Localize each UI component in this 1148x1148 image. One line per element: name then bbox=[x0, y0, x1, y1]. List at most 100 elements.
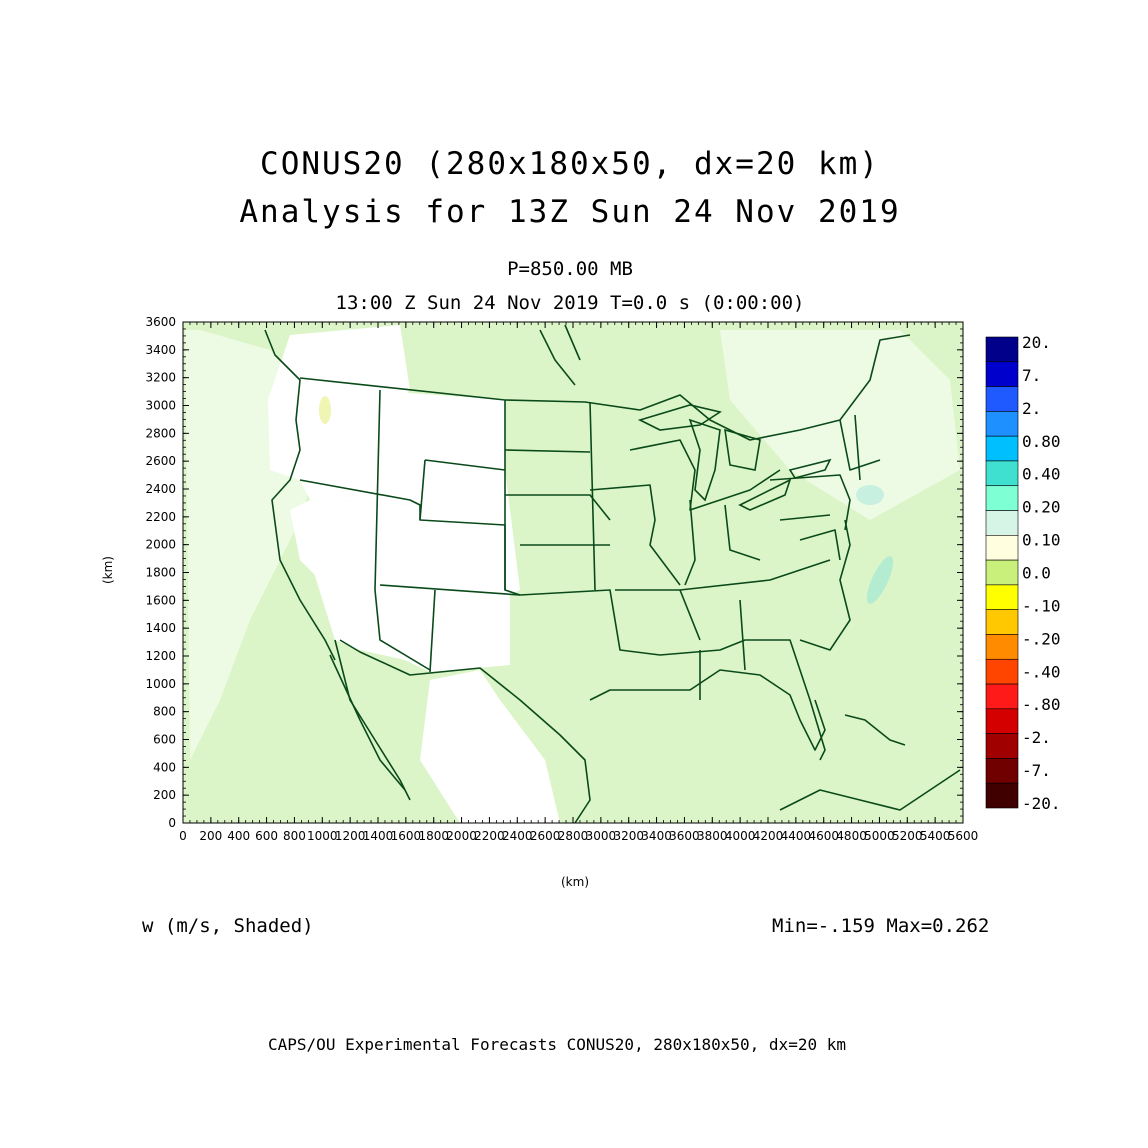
state-boundary bbox=[379, 584, 521, 596]
x-tick-label: 1600 bbox=[391, 829, 422, 843]
x-tick-label: 3600 bbox=[669, 829, 700, 843]
state-boundary bbox=[684, 499, 696, 586]
x-axis-label: (km) bbox=[561, 875, 590, 889]
colorbar-label: -7. bbox=[1022, 761, 1051, 780]
y-tick-label: 3600 bbox=[145, 315, 176, 329]
x-tick-label: 3000 bbox=[586, 829, 617, 843]
state-boundary bbox=[799, 529, 841, 561]
x-tick-label: 600 bbox=[255, 829, 278, 843]
colorbar-swatch bbox=[985, 733, 1019, 759]
colorbar-swatch bbox=[985, 510, 1019, 536]
y-axis-label: (km) bbox=[101, 555, 116, 585]
x-tick-label: 1400 bbox=[363, 829, 394, 843]
x-tick-label: 3400 bbox=[641, 829, 672, 843]
state-boundary bbox=[419, 459, 426, 521]
lake-huron bbox=[724, 428, 761, 471]
plot-subtitle: Analysis for 13Z Sun 24 Nov 2019 bbox=[239, 194, 901, 230]
colorbar-swatch bbox=[985, 683, 1019, 710]
y-tick-label: 2400 bbox=[145, 482, 176, 496]
lake-ontario bbox=[788, 458, 832, 479]
x-tick-label: 2000 bbox=[446, 829, 477, 843]
x-tick-label: 2800 bbox=[558, 829, 589, 843]
state-boundary bbox=[615, 559, 831, 591]
x-tick-label: 2600 bbox=[530, 829, 561, 843]
x-tick-label: 800 bbox=[283, 829, 306, 843]
state-boundary bbox=[334, 639, 411, 801]
state-boundary bbox=[505, 494, 611, 521]
w-positive-blob bbox=[856, 485, 884, 505]
field-label: w (m/s, Shaded) bbox=[142, 915, 314, 937]
lake-erie bbox=[738, 478, 792, 511]
lake-superior bbox=[637, 404, 723, 431]
x-tick-label: 400 bbox=[227, 829, 250, 843]
colorbar-label: 0.0 bbox=[1022, 564, 1051, 583]
state-boundary bbox=[640, 669, 826, 751]
colorbar-label: 0.20 bbox=[1022, 498, 1061, 517]
colorbar-swatch bbox=[985, 758, 1019, 784]
x-tick-label: 200 bbox=[199, 829, 222, 843]
x-tick-label: 3200 bbox=[613, 829, 644, 843]
state-boundary bbox=[429, 589, 436, 673]
colorbar-label: 0.10 bbox=[1022, 531, 1061, 550]
colorbar-label: 2. bbox=[1022, 399, 1041, 418]
x-tick-label: 4600 bbox=[808, 829, 839, 843]
y-tick-label: 2600 bbox=[145, 454, 176, 468]
white-area-rockies bbox=[310, 460, 520, 672]
colorbar-label: 0.80 bbox=[1022, 432, 1061, 451]
x-tick-label: 5600 bbox=[948, 829, 979, 843]
colorbar-swatch bbox=[985, 336, 1019, 363]
lake-michigan bbox=[688, 418, 721, 502]
colorbar-swatch bbox=[985, 782, 1019, 809]
y-tick-label: 2200 bbox=[145, 510, 176, 524]
x-tick-label: 0 bbox=[179, 829, 187, 843]
x-tick-label: 4200 bbox=[753, 829, 784, 843]
state-boundary bbox=[564, 324, 581, 361]
y-tick-label: 1800 bbox=[145, 566, 176, 580]
y-tick-label: 3200 bbox=[145, 371, 176, 385]
colorbar-swatch bbox=[985, 609, 1019, 635]
state-boundary bbox=[424, 459, 506, 471]
white-area-northwest bbox=[268, 325, 410, 480]
white-area-california bbox=[290, 500, 320, 580]
y-tick-label: 1400 bbox=[145, 621, 176, 635]
footer-credit: CAPS/OU Experimental Forecasts CONUS20, … bbox=[268, 1035, 846, 1054]
w-positive-blob bbox=[866, 556, 894, 604]
colorbar-label: -2. bbox=[1022, 728, 1051, 747]
colorbar-swatch bbox=[985, 584, 1019, 610]
colorbar-swatch bbox=[985, 658, 1019, 685]
x-tick-label: 5000 bbox=[864, 829, 895, 843]
x-tick-label: 4800 bbox=[836, 829, 867, 843]
y-tick-label: 1200 bbox=[145, 649, 176, 663]
state-boundary bbox=[504, 449, 591, 453]
state-boundary bbox=[779, 514, 831, 521]
y-tick-label: 2000 bbox=[145, 538, 176, 552]
colorbar-swatch bbox=[985, 485, 1019, 511]
x-tick-label: 2200 bbox=[474, 829, 505, 843]
state-boundary bbox=[779, 769, 961, 811]
state-boundary bbox=[589, 484, 681, 586]
y-tick-label: 400 bbox=[153, 760, 176, 774]
colorbar-swatch bbox=[985, 559, 1019, 586]
valid-time: 13:00 Z Sun 24 Nov 2019 T=0.0 s (0:00:00… bbox=[335, 292, 805, 314]
colorbar-label: -.40 bbox=[1022, 662, 1061, 681]
x-tick-label: 3800 bbox=[697, 829, 728, 843]
x-tick-label: 1000 bbox=[307, 829, 338, 843]
white-area-mexico bbox=[420, 670, 560, 823]
y-tick-label: 3400 bbox=[145, 343, 176, 357]
colorbar-swatch bbox=[985, 634, 1019, 660]
colorbar-swatch bbox=[985, 361, 1019, 387]
y-tick-label: 0 bbox=[168, 816, 176, 830]
x-tick-label: 5400 bbox=[920, 829, 951, 843]
state-boundary bbox=[329, 654, 406, 791]
colorbar-label: -.80 bbox=[1022, 695, 1061, 714]
y-tick-label: 800 bbox=[153, 705, 176, 719]
w-negative-blob bbox=[319, 396, 331, 424]
y-tick-label: 1000 bbox=[145, 677, 176, 691]
y-tick-label: 2800 bbox=[145, 426, 176, 440]
state-boundary bbox=[264, 329, 336, 661]
state-boundary bbox=[374, 389, 381, 591]
colorbar-label: -.10 bbox=[1022, 596, 1061, 615]
state-boundary bbox=[299, 334, 911, 441]
state-boundary bbox=[629, 439, 781, 511]
